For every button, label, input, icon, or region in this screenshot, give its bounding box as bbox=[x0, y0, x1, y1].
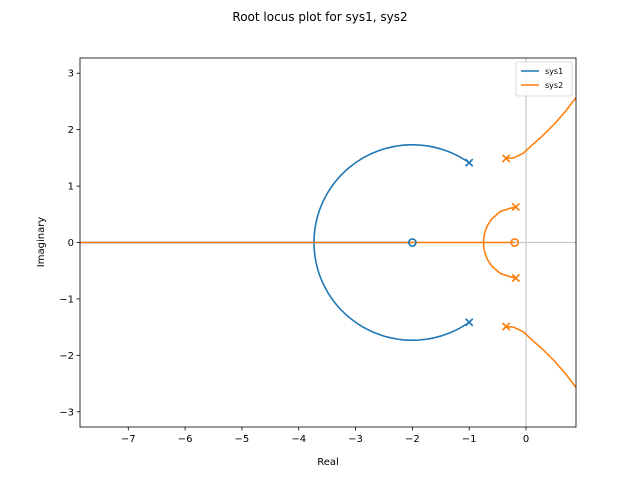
sys2-pole-marker-2 bbox=[511, 202, 520, 212]
y-tick-label: 3 bbox=[68, 69, 74, 80]
x-tick-label: −1 bbox=[462, 434, 477, 445]
x-axis-label: Real bbox=[317, 457, 339, 468]
sys1-zero-marker-0 bbox=[407, 238, 417, 247]
y-axis-label: Imaginary bbox=[36, 217, 47, 268]
legend-label-sys2: sys2 bbox=[545, 81, 563, 90]
y-tick-label: −1 bbox=[59, 294, 74, 305]
y-tick-label: 1 bbox=[68, 182, 74, 193]
x-tick-label: −5 bbox=[235, 434, 250, 445]
y-tick-label: −3 bbox=[59, 407, 74, 418]
sys2-branch-1 bbox=[506, 325, 576, 388]
x-tick-label: 0 bbox=[523, 434, 529, 445]
legend-label-sys1: sys1 bbox=[545, 67, 563, 76]
legend-box bbox=[515, 61, 573, 97]
y-tick-label: 2 bbox=[68, 125, 74, 136]
sys1-pole-marker-1 bbox=[464, 318, 474, 327]
x-tick-label: −4 bbox=[291, 434, 306, 445]
sys2-pole-marker-0 bbox=[501, 154, 511, 163]
x-tick-label: −7 bbox=[121, 434, 136, 445]
legend: sys1 sys2 bbox=[515, 61, 573, 97]
sys2-pole-marker-1 bbox=[501, 322, 511, 331]
x-tick-label: −2 bbox=[405, 434, 420, 445]
y-tick-label: 0 bbox=[68, 238, 74, 249]
sys1-pole-marker-0 bbox=[464, 158, 474, 167]
plot-content bbox=[80, 58, 576, 427]
sys2-pole-marker-3 bbox=[511, 273, 520, 283]
x-tick-label: −6 bbox=[178, 434, 193, 445]
sys2-branch-2 bbox=[482, 206, 516, 243]
x-tick-label: −3 bbox=[348, 434, 363, 445]
y-tick-label: −2 bbox=[59, 351, 74, 362]
plot-area: −7 −6 −5 −4 −3 −2 −1 0 −3 −2 −1 0 1 2 3 sys1 sys2 bbox=[59, 57, 577, 445]
sys2-branch-0 bbox=[506, 97, 576, 160]
sys2-zero-marker-0 bbox=[510, 238, 520, 247]
sys2-branch-3 bbox=[482, 242, 516, 279]
chart-title: Root locus plot for sys1, sys2 bbox=[232, 10, 407, 24]
